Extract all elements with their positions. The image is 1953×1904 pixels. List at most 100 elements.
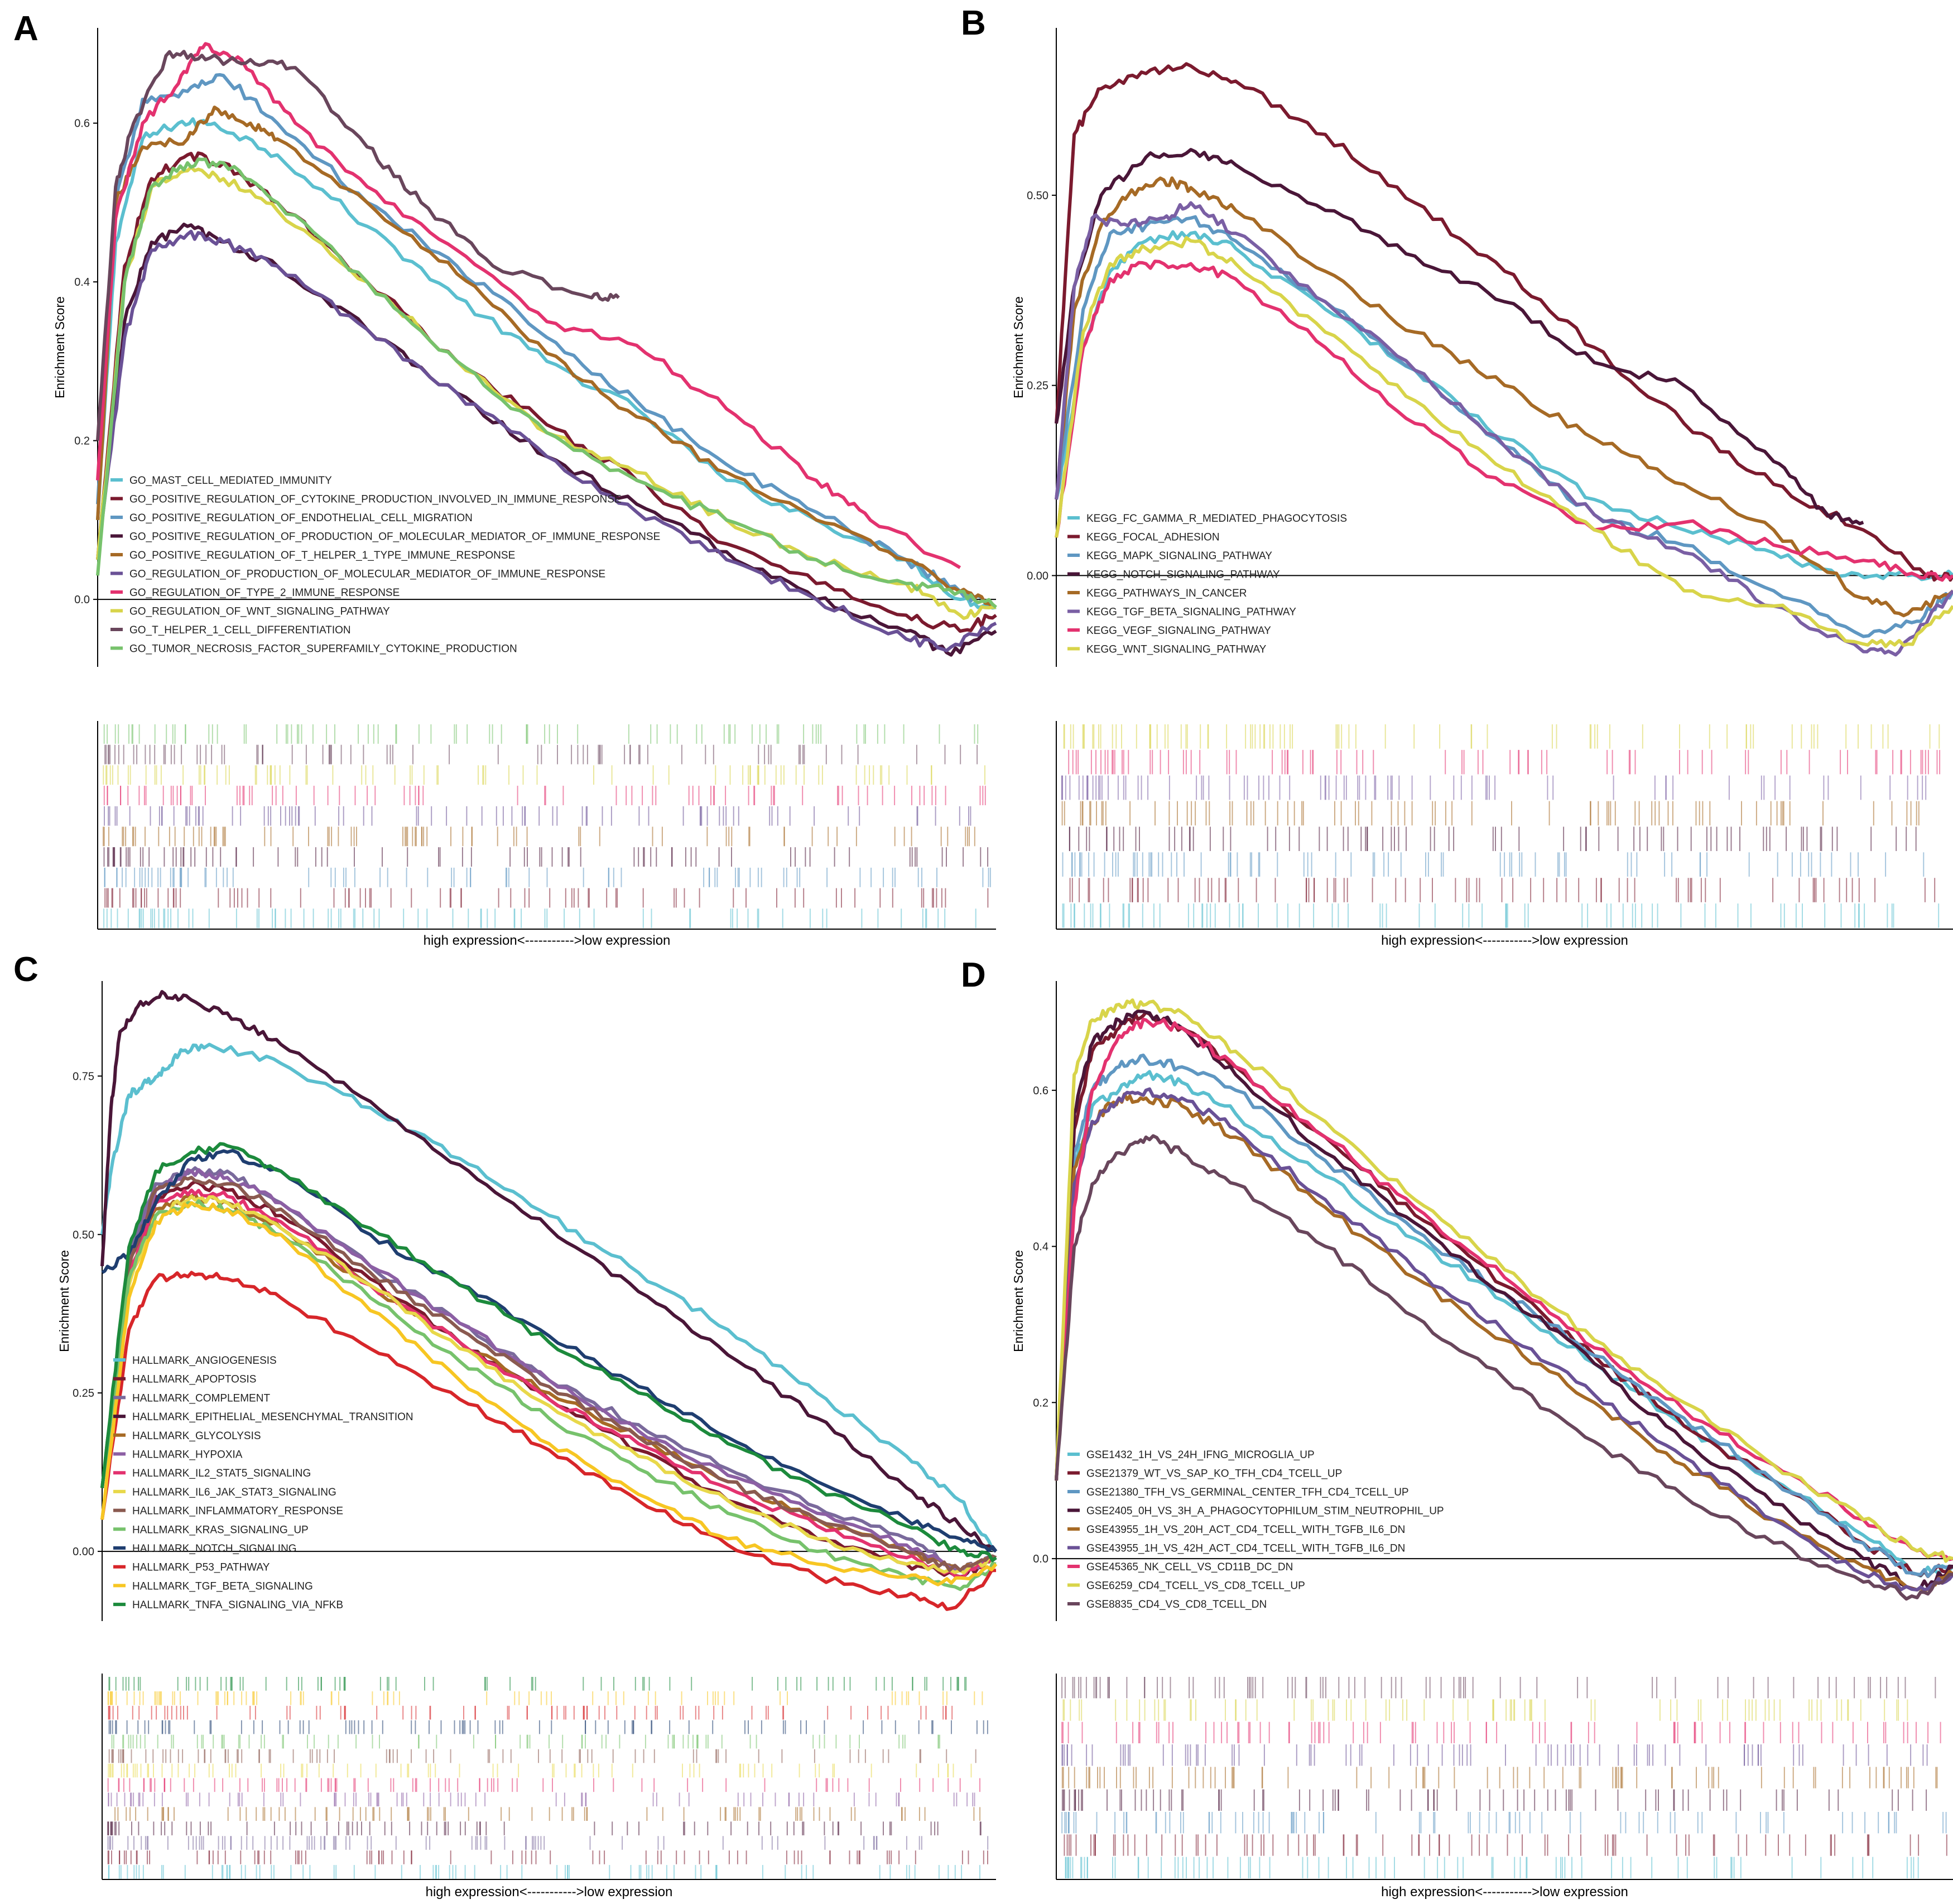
legend-label: HALLMARK_TNFA_SIGNALING_VIA_NFKB [132,1599,343,1611]
gene-barcode [103,724,991,929]
legend-label: GO_MAST_CELL_MEDIATED_IMMUNITY [129,475,332,487]
series-line [1055,1092,1953,1593]
legend-label: GSE43955_1H_VS_20H_ACT_CD4_TCELL_WITH_TG… [1086,1524,1405,1536]
legend-label: HALLMARK_P53_PATHWAY [132,1562,270,1574]
y-axis-title: Enrichment Score [1011,1250,1026,1352]
series-line [1055,1087,1953,1592]
series-line [96,50,620,441]
series-line [100,990,997,1553]
legend-label: KEGG_MAPK_SIGNALING_PATHWAY [1086,550,1272,562]
x-axis-caption: high expression<----------->low expressi… [426,1884,673,1900]
y-tick-label: 0.6 [74,118,90,130]
legend-label: HALLMARK_COMPLEMENT [132,1392,270,1404]
y-tick-label: 0.25 [73,1387,94,1400]
series-line [1055,176,1953,618]
y-tick-label: 0.4 [1033,1241,1048,1253]
y-axis-title: Enrichment Score [1011,296,1026,398]
panel-letter: A [13,9,39,48]
series-line [100,1271,997,1611]
legend-label: GO_POSITIVE_REGULATION_OF_PRODUCTION_OF_… [129,531,660,543]
y-tick-label: 0.2 [74,435,90,448]
legend-label: GSE1432_1H_VS_24H_IFNG_MICROGLIA_UP [1086,1449,1315,1461]
panel-a: A 0.0 0.2 0.4 0.6 Enrichment Score GO_MAST_CEL… [13,9,997,948]
panel-letter: D [961,956,986,994]
legend-label: KEGG_PATHWAYS_IN_CANCER [1086,588,1247,599]
series-line [96,73,997,609]
panel-b: B 0.00 0.25 0.50 Enrichment Score KEGG_FC_GAM… [961,4,1953,948]
y-tick-label: 0.6 [1033,1085,1048,1097]
legend-label: KEGG_VEGF_SIGNALING_PATHWAY [1086,625,1271,637]
legend-label: GSE6259_CD4_TCELL_VS_CD8_TCELL_UP [1086,1580,1305,1592]
legend-label: KEGG_TGF_BETA_SIGNALING_PATHWAY [1086,607,1296,618]
series-line [96,157,997,609]
legend-label: GSE8835_CD4_VS_CD8_TCELL_DN [1086,1599,1267,1610]
legend-label: KEGG_WNT_SIGNALING_PATHWAY [1086,644,1267,656]
legend-label: HALLMARK_NOTCH_SIGNALING [132,1543,297,1555]
legend-label: HALLMARK_EPITHELIAL_MESENCHYMAL_TRANSITI… [132,1411,413,1423]
legend-label: HALLMARK_IL6_JAK_STAT3_SIGNALING [132,1487,336,1498]
legend-label: GSE43955_1H_VS_42H_ACT_CD4_TCELL_WITH_TG… [1086,1543,1405,1555]
series-line [100,1176,997,1573]
series-line [1055,148,1864,526]
y-tick-label: 0.0 [1033,1553,1048,1565]
y-tick-label: 0.50 [73,1229,94,1241]
legend-label: GO_REGULATION_OF_WNT_SIGNALING_PATHWAY [129,606,390,618]
y-tick-label: 0.2 [1033,1397,1048,1409]
legend-label: GSE45365_NK_CELL_VS_CD11B_DC_DN [1086,1561,1293,1573]
series-line [1055,1054,1953,1578]
legend-label: GO_POSITIVE_REGULATION_OF_ENDOTHELIAL_CE… [129,512,473,524]
series-line [100,1188,997,1579]
legend-label: GO_T_HELPER_1_CELL_DIFFERENTIATION [129,624,351,636]
panel-d: D 0.0 0.2 0.4 0.6 Enrichment Score GSE1432_1H_… [961,956,1953,1900]
series-line [1055,259,1953,582]
y-tick-label: 0.50 [1027,190,1048,202]
legend-label: HALLMARK_TGF_BETA_SIGNALING [132,1580,313,1592]
legend-label: HALLMARK_IL2_STAT5_SIGNALING [132,1468,311,1479]
legend-label: GO_TUMOR_NECROSIS_FACTOR_SUPERFAMILY_CYT… [129,643,517,655]
series-line [100,1201,998,1586]
legend-label: HALLMARK_APOPTOSIS [132,1374,256,1386]
legend-label: GSE21379_WT_VS_SAP_KO_TFH_CD4_TCELL_UP [1086,1468,1342,1480]
panel-letter: B [961,4,986,42]
legend-label: HALLMARK_HYPOXIA [132,1449,243,1461]
series-line [1055,1070,1953,1578]
series-line [1055,998,1953,1563]
gene-barcode [107,1677,989,1879]
x-axis-caption: high expression<----------->low expressi… [1381,1884,1628,1900]
series-line [1055,201,1953,657]
y-axis-title: Enrichment Score [52,296,67,398]
y-tick-label: 0.25 [1027,380,1048,392]
y-axis-title: Enrichment Score [57,1250,71,1352]
y-tick-label: 0.00 [73,1546,94,1558]
legend-label: HALLMARK_ANGIOGENESIS [132,1355,277,1367]
legend-label: GSE2405_0H_VS_3H_A_PHAGOCYTOPHILUM_STIM_… [1086,1506,1444,1517]
y-tick-label: 0.75 [73,1070,94,1083]
y-tick-label: 0.4 [74,276,90,289]
legend-label: HALLMARK_INFLAMMATORY_RESPONSE [132,1506,343,1517]
legend-label: GO_REGULATION_OF_TYPE_2_IMMUNE_RESPONSE [129,587,400,599]
panel-letter: C [13,950,39,989]
legend-label: GSE21380_TFH_VS_GERMINAL_CENTER_TFH_CD4_… [1086,1487,1409,1498]
legend-label: HALLMARK_GLYCOLYSIS [132,1430,261,1442]
panel-c: C 0.00 0.25 0.50 0.75 Enrichment Score HALLMAR… [13,950,998,1900]
y-tick-label: 0.0 [74,594,90,606]
x-axis-caption: high expression<----------->low expressi… [1381,933,1628,948]
legend-label: GO_REGULATION_OF_PRODUCTION_OF_MOLECULAR… [129,569,605,580]
series-line [100,1042,997,1553]
legend-label: GO_POSITIVE_REGULATION_OF_CYTOKINE_PRODU… [129,494,622,506]
legend-label: KEGG_NOTCH_SIGNALING_PATHWAY [1086,569,1280,581]
legend-label: GO_POSITIVE_REGULATION_OF_T_HELPER_1_TYP… [129,550,515,561]
gene-barcode [1061,1677,1947,1878]
x-axis-caption: high expression<----------->low expressi… [424,933,671,948]
series-line [1055,1134,1953,1601]
series-line [1055,1009,1953,1592]
gene-barcode [1061,724,1941,928]
legend-label: KEGG_FOCAL_ADHESION [1086,532,1220,544]
series-line [96,105,997,609]
legend-label: KEGG_FC_GAMMA_R_MEDIATED_PHAGOCYTOSIS [1086,513,1347,525]
y-tick-label: 0.00 [1027,570,1048,582]
series-line [1055,236,1953,648]
series-line [100,1142,997,1562]
series-line [96,42,961,569]
